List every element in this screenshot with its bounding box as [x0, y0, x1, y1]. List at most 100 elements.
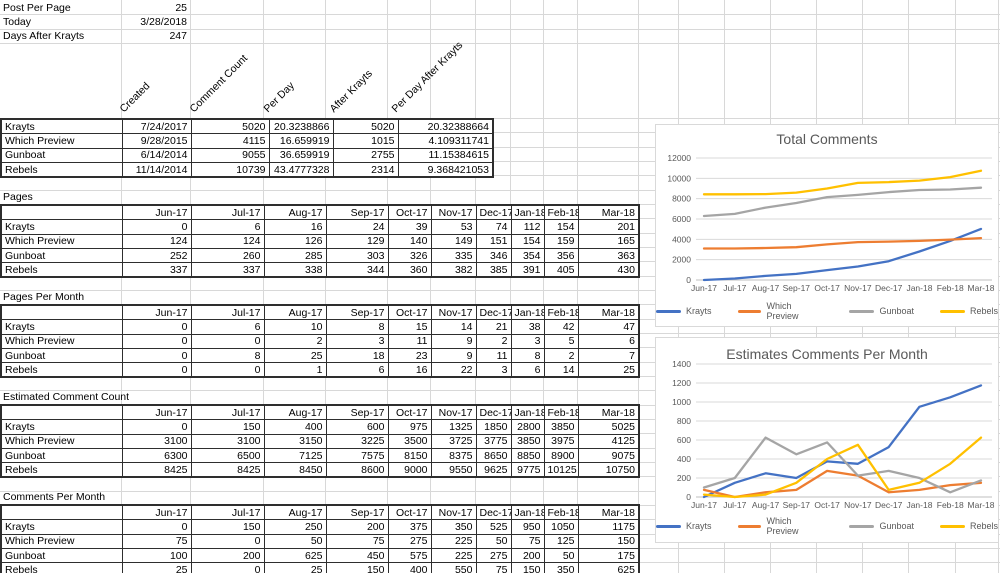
cell[interactable]: 11: [475, 347, 512, 364]
cell[interactable]: 8: [325, 319, 389, 335]
month-header-cell[interactable]: Nov-17: [430, 204, 477, 221]
cell[interactable]: 154: [510, 233, 545, 249]
cell[interactable]: 154: [543, 219, 579, 235]
cell[interactable]: 3850: [543, 419, 579, 435]
cell[interactable]: 42: [543, 319, 579, 335]
legend-item[interactable]: Rebels: [939, 306, 998, 316]
cell[interactable]: 0: [121, 219, 192, 235]
cell[interactable]: 9625: [475, 462, 512, 478]
cell[interactable]: 159: [543, 233, 579, 249]
cell[interactable]: 3225: [325, 433, 389, 449]
cell[interactable]: 625: [263, 547, 327, 564]
cell[interactable]: 382: [430, 262, 477, 278]
row-label-cell[interactable]: Gunboat: [0, 547, 123, 564]
cell[interactable]: 140: [387, 233, 432, 249]
month-header-cell[interactable]: Nov-17: [430, 404, 477, 421]
month-header-cell[interactable]: Nov-17: [430, 504, 477, 521]
cell[interactable]: 75: [121, 533, 192, 549]
cell[interactable]: 3775: [475, 433, 512, 449]
cell[interactable]: 2: [475, 333, 512, 349]
cell[interactable]: 10739: [190, 161, 270, 178]
cell[interactable]: 150: [577, 533, 640, 549]
cell[interactable]: 165: [577, 233, 640, 249]
cell[interactable]: 6: [190, 319, 265, 335]
series-line-rebels[interactable]: [702, 169, 983, 196]
cell[interactable]: 6/14/2014: [121, 147, 192, 163]
month-header-cell[interactable]: Jun-17: [121, 404, 192, 421]
row-label-cell[interactable]: Rebels: [0, 462, 123, 478]
cell[interactable]: 2: [543, 347, 579, 364]
cell[interactable]: 9.368421053: [397, 161, 494, 178]
cell[interactable]: 20.3238866: [268, 118, 334, 135]
month-header-cell[interactable]: Jan-18: [510, 204, 545, 221]
cell[interactable]: 10: [263, 319, 327, 335]
cell[interactable]: 6: [190, 219, 265, 235]
month-header-cell[interactable]: Dec-17: [475, 404, 512, 421]
cell[interactable]: 8425: [121, 462, 192, 478]
section-title-comments-per-month[interactable]: Comments Per Month: [3, 490, 106, 503]
cell[interactable]: 9075: [577, 447, 640, 464]
month-header-cell[interactable]: Jul-17: [190, 204, 265, 221]
cell[interactable]: 354: [510, 247, 545, 264]
cell[interactable]: 225: [430, 547, 477, 564]
cell[interactable]: 3150: [263, 433, 327, 449]
cell[interactable]: 43.4777328: [268, 161, 334, 178]
cell[interactable]: 14: [430, 319, 477, 335]
legend-item[interactable]: Gunboat: [849, 306, 914, 316]
cell[interactable]: 125: [543, 533, 579, 549]
cell[interactable]: 0: [121, 347, 192, 364]
month-header-cell[interactable]: Jun-17: [121, 304, 192, 321]
cell[interactable]: 7575: [325, 447, 389, 464]
cell[interactable]: 3500: [387, 433, 432, 449]
corner-cell[interactable]: [0, 304, 123, 321]
month-header-cell[interactable]: Sep-17: [325, 404, 389, 421]
cell[interactable]: 11: [387, 333, 432, 349]
cell[interactable]: 38: [510, 319, 545, 335]
month-header-cell[interactable]: Sep-17: [325, 304, 389, 321]
cell[interactable]: 10750: [577, 462, 640, 478]
cell[interactable]: 201: [577, 219, 640, 235]
month-header-cell[interactable]: Feb-18: [543, 404, 579, 421]
series-line-which-preview[interactable]: [702, 236, 983, 250]
row-label-cell[interactable]: Gunboat: [0, 147, 123, 163]
cell[interactable]: 175: [577, 547, 640, 564]
cell[interactable]: 3: [475, 362, 512, 378]
cell[interactable]: 75: [510, 533, 545, 549]
cell[interactable]: 3850: [510, 433, 545, 449]
row-label-cell[interactable]: Which Preview: [0, 333, 123, 349]
info-label-cell[interactable]: Today: [3, 15, 32, 28]
cell[interactable]: 1050: [543, 519, 579, 535]
cell[interactable]: 625: [577, 562, 640, 573]
month-header-cell[interactable]: Jun-17: [121, 204, 192, 221]
cell[interactable]: 25: [121, 562, 192, 573]
series-line-gunboat[interactable]: [702, 186, 983, 218]
cell[interactable]: 375: [387, 519, 432, 535]
cell[interactable]: 36.659919: [268, 147, 334, 163]
row-label-cell[interactable]: Gunboat: [0, 347, 123, 364]
cell[interactable]: 16: [263, 219, 327, 235]
cell[interactable]: 344: [325, 262, 389, 278]
cell[interactable]: 5020: [190, 118, 270, 135]
chart-title[interactable]: Estimates Comments Per Month: [726, 346, 928, 362]
cell[interactable]: 450: [325, 547, 389, 564]
row-label-cell[interactable]: Krayts: [0, 319, 123, 335]
cell[interactable]: 8600: [325, 462, 389, 478]
month-header-cell[interactable]: Feb-18: [543, 204, 579, 221]
cell[interactable]: 360: [387, 262, 432, 278]
row-label-cell[interactable]: Krayts: [0, 519, 123, 535]
cell[interactable]: 363: [577, 247, 640, 264]
cell[interactable]: 50: [263, 533, 327, 549]
row-label-cell[interactable]: Rebels: [0, 562, 123, 573]
cell[interactable]: 8375: [430, 447, 477, 464]
cell[interactable]: 0: [190, 533, 265, 549]
month-header-cell[interactable]: Oct-17: [387, 404, 432, 421]
cell[interactable]: 525: [475, 519, 512, 535]
series-line-krayts[interactable]: [702, 384, 983, 499]
legend-item[interactable]: Krayts: [656, 306, 712, 316]
cell[interactable]: 1175: [577, 519, 640, 535]
cell[interactable]: 5020: [332, 118, 399, 135]
chart-total-comments[interactable]: Total Comments 0 2000 4000 6000 8000 10000 1200…: [655, 124, 999, 327]
row-label-cell[interactable]: Which Preview: [0, 233, 123, 249]
cell[interactable]: 23: [387, 347, 432, 364]
cell[interactable]: 346: [475, 247, 512, 264]
